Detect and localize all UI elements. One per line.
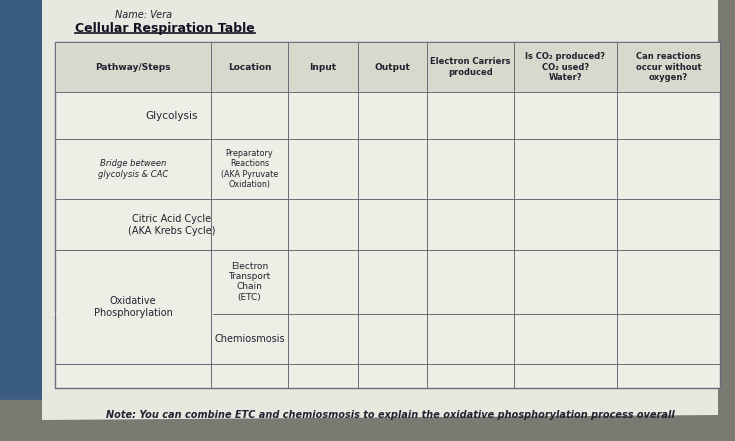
Text: Electron
Transport
Chain
(ETC): Electron Transport Chain (ETC) <box>229 262 270 302</box>
Text: Can reactions
occur without
oxygen?: Can reactions occur without oxygen? <box>636 52 701 82</box>
Bar <box>0 400 735 441</box>
Text: Bridge between
glycolysis & CAC: Bridge between glycolysis & CAC <box>98 159 168 179</box>
Text: Electron Carriers
produced: Electron Carriers produced <box>431 57 511 77</box>
Text: Citric Acid Cycle
(AKA Krebs Cycle): Citric Acid Cycle (AKA Krebs Cycle) <box>128 213 215 235</box>
Text: Pathway/Steps: Pathway/Steps <box>96 63 171 71</box>
Text: Is CO₂ produced?
CO₂ used?
Water?: Is CO₂ produced? CO₂ used? Water? <box>526 52 606 82</box>
Text: Chemiosmosis: Chemiosmosis <box>214 334 285 344</box>
Text: Output: Output <box>375 63 410 71</box>
Text: Glycolysis: Glycolysis <box>145 111 198 120</box>
Bar <box>55 42 720 388</box>
Bar <box>0 0 42 441</box>
Text: Oxidative
Phosphorylation: Oxidative Phosphorylation <box>93 295 173 318</box>
Text: Note: You can combine ETC and chemiosmosis to explain the oxidative phosphorylat: Note: You can combine ETC and chemiosmos… <box>106 410 675 420</box>
Polygon shape <box>42 0 718 420</box>
Text: Input: Input <box>309 63 336 71</box>
Bar <box>55 42 720 92</box>
Text: Name: Vera: Name: Vera <box>115 10 172 20</box>
Text: Location: Location <box>228 63 271 71</box>
Text: Preparatory
Reactions
(AKA Pyruvate
Oxidation): Preparatory Reactions (AKA Pyruvate Oxid… <box>221 149 278 189</box>
Text: Cellular Respiration Table: Cellular Respiration Table <box>75 22 255 35</box>
